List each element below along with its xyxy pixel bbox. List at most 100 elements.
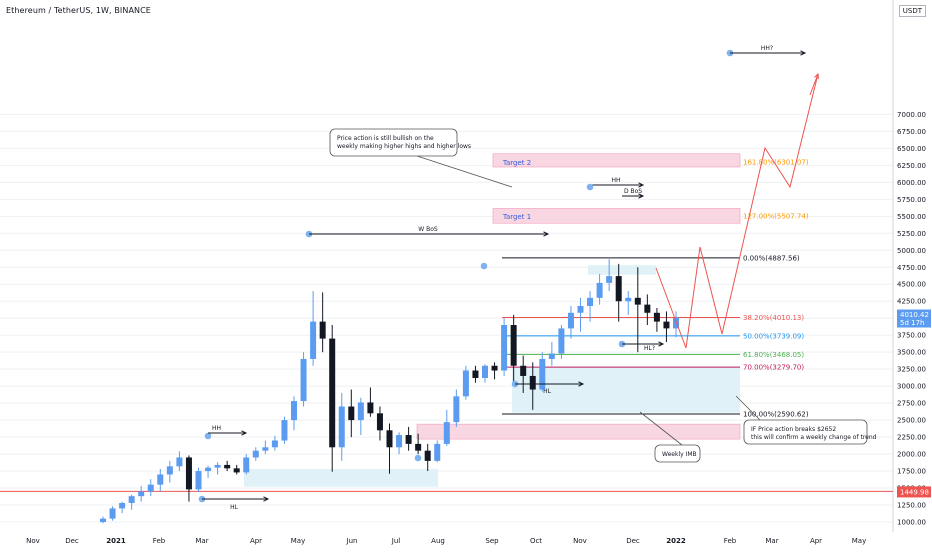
hh-left-arrow-head bbox=[241, 430, 248, 436]
w-bos-arrow-head bbox=[543, 231, 550, 237]
y-tick-label: 3250.00 bbox=[897, 366, 926, 374]
y-tick-label: 2500.00 bbox=[897, 417, 926, 425]
candle-body bbox=[138, 491, 145, 497]
x-tick-label: Mar bbox=[765, 537, 778, 545]
x-tick-label: Feb bbox=[724, 537, 737, 545]
y-tick-label: 3000.00 bbox=[897, 383, 926, 391]
candle-body bbox=[291, 401, 297, 421]
y-tick-label: 6750.00 bbox=[897, 128, 926, 136]
candle-body bbox=[300, 358, 307, 402]
last-price-countdown: 5d 17h bbox=[900, 319, 924, 327]
projection-path bbox=[655, 73, 819, 349]
d-bos-arrow-head bbox=[638, 193, 645, 199]
candle-body bbox=[329, 338, 336, 448]
x-tick-label: 2022 bbox=[666, 537, 686, 545]
demand-zone bbox=[512, 366, 740, 413]
y-tick-label: 3750.00 bbox=[897, 332, 926, 340]
x-tick-label: Oct bbox=[530, 537, 542, 545]
candle-body bbox=[386, 430, 393, 448]
fib-0-line-label: 0.00%(4887.56) bbox=[743, 254, 800, 262]
bullish-note-text: Price action is still bullish on the bbox=[337, 135, 434, 142]
y-tick-label: 4500.00 bbox=[897, 281, 926, 289]
candle-body bbox=[453, 396, 460, 423]
last-price-value: 4010.42 bbox=[900, 311, 929, 319]
candle-body bbox=[434, 443, 441, 461]
candle-body bbox=[405, 435, 412, 444]
candle-body bbox=[529, 375, 536, 390]
d-bos-label: D BoS bbox=[624, 188, 642, 195]
chart-title: Ethereum / TetherUS, 1W, BINANCE bbox=[6, 6, 151, 15]
weekly-imbalance-zone bbox=[416, 423, 741, 440]
candle-body bbox=[472, 370, 479, 378]
hh-question-arrow-head bbox=[800, 50, 807, 56]
candle-body bbox=[510, 325, 517, 366]
sep-high-dot bbox=[480, 262, 488, 270]
candle-body bbox=[548, 353, 555, 359]
trend-change-note-text: IF Price action breaks $2652 bbox=[751, 426, 836, 433]
candle-body bbox=[281, 420, 288, 441]
candle-body bbox=[100, 518, 106, 522]
candle-body bbox=[634, 297, 641, 305]
candle-body bbox=[157, 474, 164, 485]
target-2-label: Target 2 bbox=[502, 159, 531, 167]
candle-body bbox=[338, 406, 345, 448]
candle-body bbox=[415, 443, 422, 451]
projection-arrow bbox=[809, 73, 819, 96]
candle-body bbox=[567, 312, 574, 329]
candle-body bbox=[396, 435, 403, 448]
candle-body bbox=[205, 467, 212, 472]
fib-382-line-label: 38.20%(4010.13) bbox=[743, 314, 804, 322]
y-tick-label: 5250.00 bbox=[897, 230, 926, 238]
y-tick-label: 1750.00 bbox=[897, 468, 926, 476]
x-tick-label: Apr bbox=[810, 537, 822, 545]
candle-body bbox=[539, 358, 546, 390]
candle-body bbox=[119, 502, 126, 509]
trend-change-note-pointer bbox=[735, 395, 761, 421]
y-tick-label: 1000.00 bbox=[897, 519, 926, 527]
hh-left-dot bbox=[204, 432, 212, 440]
trend-change-note-box bbox=[743, 419, 868, 445]
x-tick-label: Sep bbox=[485, 537, 499, 545]
x-tick-label: Jul bbox=[391, 537, 401, 545]
candle-body bbox=[596, 282, 603, 298]
y-tick-label: 6000.00 bbox=[897, 179, 926, 187]
support-price-value: 1449.98 bbox=[900, 488, 929, 496]
y-tick-label: 7000.00 bbox=[897, 111, 926, 119]
hl-question-label: HL? bbox=[644, 345, 655, 352]
hl-bottom-label: HL bbox=[543, 388, 552, 395]
bullish-note-box bbox=[329, 128, 458, 157]
candle-body bbox=[128, 496, 135, 503]
candle-body bbox=[625, 297, 632, 302]
candle-body bbox=[195, 471, 202, 490]
last-price-tag bbox=[897, 309, 931, 328]
candle-body bbox=[109, 508, 116, 519]
candle-body bbox=[644, 304, 651, 313]
bullish-note-pointer bbox=[416, 155, 513, 188]
currency-button[interactable]: USDT bbox=[898, 5, 926, 17]
y-tick-label: 6250.00 bbox=[897, 162, 926, 170]
candle-body bbox=[214, 464, 221, 468]
hh-top-dot bbox=[586, 183, 594, 191]
candle-body bbox=[262, 447, 269, 451]
fib-127-label: 127.00%(5507.74) bbox=[743, 212, 809, 220]
candle-body bbox=[252, 450, 259, 458]
candle-body bbox=[233, 468, 240, 473]
x-tick-label: Nov bbox=[26, 537, 40, 545]
old-demand-zone bbox=[244, 469, 438, 487]
trend-change-note-text: this will confirm a weekly change of tre… bbox=[751, 434, 877, 441]
y-tick-label: 1250.00 bbox=[897, 502, 926, 510]
candle-body bbox=[166, 466, 173, 475]
y-tick-label: 3500.00 bbox=[897, 349, 926, 357]
candle-body bbox=[577, 305, 584, 313]
fib-618-line-label: 61.80%(3468.05) bbox=[743, 351, 804, 359]
y-tick-label: 2000.00 bbox=[897, 451, 926, 459]
hh-left-label: HH bbox=[212, 425, 221, 432]
candle-body bbox=[376, 413, 383, 431]
y-tick-label: 4750.00 bbox=[897, 264, 926, 272]
candle-body bbox=[462, 370, 469, 397]
candle-body bbox=[176, 457, 183, 467]
target-2-zone bbox=[492, 153, 741, 168]
candle-body bbox=[673, 317, 679, 329]
